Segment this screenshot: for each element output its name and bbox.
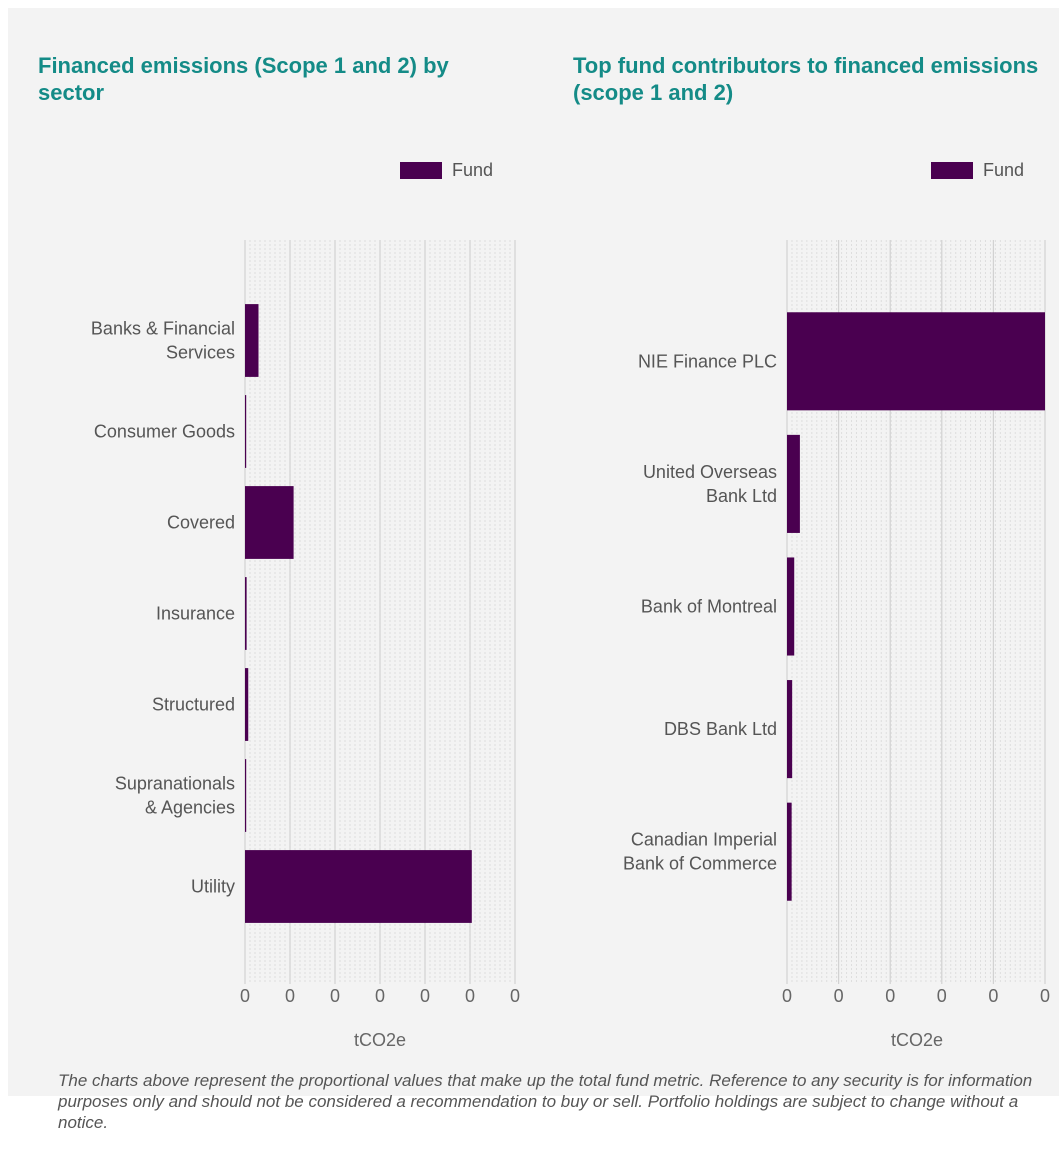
category-label: Canadian Imperial (631, 830, 777, 850)
chart-title: Top fund contributors to financed emissi… (573, 53, 1039, 105)
x-tick-label: 0 (285, 986, 295, 1006)
bar (245, 304, 259, 377)
x-tick-label: 0 (510, 986, 520, 1006)
category-label: Bank of Montreal (641, 597, 777, 617)
category-label: Services (166, 343, 235, 363)
sector-bar-chart: 0 0 0 0 0 0 0 tCO2e Banks & Financial Services Con… (91, 240, 520, 1050)
legend-swatch (931, 162, 973, 179)
category-label: Insurance (156, 604, 235, 624)
legend-swatch (400, 162, 442, 179)
top-contributors-panel: Top fund contributors to financed emissi… (548, 8, 1059, 1068)
x-tick-label: 0 (330, 986, 340, 1006)
category-label: Bank Ltd (706, 486, 777, 506)
contributors-bar-chart: 0 0 0 0 0 0 tCO2e NIE Finance PLC United Oversea… (623, 240, 1050, 1050)
x-axis-title: tCO2e (354, 1030, 406, 1050)
category-label: NIE Finance PLC (638, 351, 777, 371)
bar (787, 802, 792, 901)
category-label: Consumer Goods (94, 422, 235, 442)
bar (787, 312, 1045, 411)
category-label: DBS Bank Ltd (664, 719, 777, 739)
x-tick-label: 0 (988, 986, 998, 1006)
x-tick-label: 0 (834, 986, 844, 1006)
chart-legend: Fund (931, 160, 1024, 181)
x-tick-label: 0 (375, 986, 385, 1006)
bar (787, 557, 795, 656)
report-canvas: Financed emissions (Scope 1 and 2) by se… (8, 8, 1059, 1132)
x-tick-label: 0 (1040, 986, 1050, 1006)
legend-label: Fund (452, 160, 494, 180)
legend-label: Fund (983, 160, 1025, 180)
category-label: Utility (191, 877, 235, 897)
category-label: Covered (167, 513, 235, 533)
x-tick-label: 0 (782, 986, 792, 1006)
category-label: & Agencies (145, 798, 235, 818)
bar (245, 486, 294, 559)
bar (245, 759, 247, 832)
category-label: United Overseas (643, 462, 777, 482)
category-label: Supranationals (115, 774, 235, 794)
x-tick-label: 0 (420, 986, 430, 1006)
x-tick-label: 0 (937, 986, 947, 1006)
disclaimer-footnote: The charts above represent the proportio… (58, 1071, 1033, 1132)
bar (245, 577, 247, 650)
bar (245, 668, 249, 741)
x-tick-label: 0 (885, 986, 895, 1006)
category-label: Bank of Commerce (623, 854, 777, 874)
x-tick-label: 0 (465, 986, 475, 1006)
sector-emissions-panel: Financed emissions (Scope 1 and 2) by se… (8, 8, 548, 1068)
bar (787, 434, 800, 533)
x-tick-label: 0 (240, 986, 250, 1006)
bar (787, 680, 793, 779)
bar (245, 395, 247, 468)
chart-legend: Fund (400, 160, 493, 181)
category-label: Banks & Financial (91, 319, 235, 339)
chart-title: Financed emissions (Scope 1 and 2) by se… (38, 53, 449, 105)
bar (245, 850, 472, 923)
category-label: Structured (152, 695, 235, 715)
x-axis-title: tCO2e (891, 1030, 943, 1050)
